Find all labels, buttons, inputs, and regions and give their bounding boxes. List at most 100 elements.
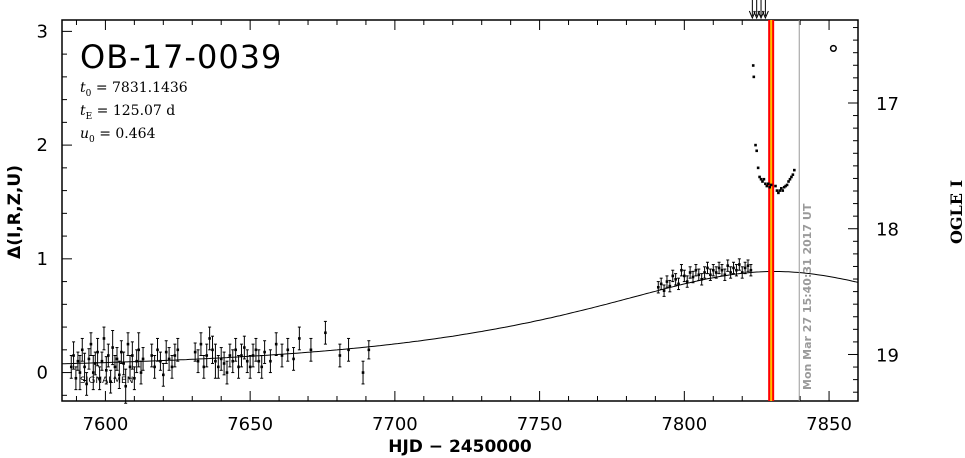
data-point [756,166,760,170]
data-point [694,268,698,272]
data-point [131,354,134,357]
data-point [755,149,758,153]
data-point [775,189,779,192]
data-point [674,278,677,281]
data-point [240,354,243,357]
x-tick-label: 7700 [372,414,418,435]
data-points [69,44,837,404]
x-axis-label: HJD − 2450000 [388,437,532,457]
data-point [700,278,703,281]
data-point [133,376,136,380]
data-point [347,348,350,352]
data-point [749,268,753,272]
x-tick-labels: 7600 7650 7700 7750 7800 7850 [83,414,852,435]
data-point [738,263,741,266]
axis-ticks [62,20,858,401]
data-point [740,271,744,274]
data-point [176,348,180,352]
data-point [87,357,91,361]
data-point [217,365,220,369]
data-point [723,273,727,277]
data-point [656,285,660,289]
data-point [113,365,117,369]
arrow-head [761,10,769,20]
data-point [251,354,255,357]
data-point [793,168,796,172]
data-point [243,346,246,349]
data-point [111,346,114,349]
data-point [159,359,162,363]
signalmen-label: SIGNALMEN [80,376,133,386]
param-line: tE = 125.07 d [80,103,175,122]
data-point [691,275,695,279]
data-point [137,348,141,352]
data-point [309,348,313,352]
data-point [759,177,763,181]
data-point [122,362,125,365]
data-point [787,180,790,183]
data-point [254,348,258,352]
data-point [743,266,747,270]
y2-tick-label: 19 [876,345,899,366]
data-point [234,348,237,352]
data-point [781,189,785,192]
model-parameters: t0 = 7831.1436 tE = 125.07 d u0 = 0.464 [80,80,188,145]
data-point [115,357,119,361]
x-tick-label: 7600 [83,414,129,435]
data-point [779,187,783,190]
data-point [170,365,174,369]
data-point [685,280,689,283]
data-point [205,354,209,357]
data-point [711,268,715,272]
data-point [150,354,154,357]
data-point [751,64,755,67]
data-point [361,371,365,374]
data-point [662,289,666,292]
data-point [156,348,159,352]
data-point [762,177,766,181]
y2-axis-label: OGLE I [947,180,965,244]
data-point [167,357,171,361]
data-point [208,337,211,340]
data-point [292,357,295,361]
data-point [237,365,240,369]
x-tick-label: 7850 [806,414,852,435]
plot-frame [61,19,859,402]
data-point [153,365,156,369]
param-line: t0 = 7831.1436 [80,80,188,99]
data-point [703,271,706,274]
now-line-label: Mon Mar 27 15:40:31 2017 UT [801,203,814,390]
y-tick-labels: 0 1 2 3 [37,21,48,383]
data-point [173,354,177,357]
data-point [109,380,112,383]
data-point [202,365,206,369]
data-point [758,175,761,179]
y-axis-label: Δ(I,R,Z,U) [5,165,25,259]
data-point [778,189,782,192]
x-tick-label: 7800 [661,414,707,435]
y-tick-label: 0 [37,363,48,384]
data-point [100,359,104,363]
data-point [764,182,767,186]
data-point [659,282,663,286]
data-point [164,350,168,354]
data-point [774,184,777,188]
data-point [709,273,712,277]
data-point [91,371,95,374]
data-point [784,184,787,188]
data-point [765,184,769,188]
data-point [761,180,764,183]
data-point [683,274,686,278]
data-point [677,282,680,286]
data-point [746,264,750,267]
data-point [124,384,127,388]
data-point [732,266,735,270]
data-point [211,348,214,352]
data-point [665,280,669,283]
data-point [76,359,80,363]
data-point [139,371,143,374]
y2-tick-labels: 17 18 19 [876,94,899,366]
data-point [162,373,165,377]
